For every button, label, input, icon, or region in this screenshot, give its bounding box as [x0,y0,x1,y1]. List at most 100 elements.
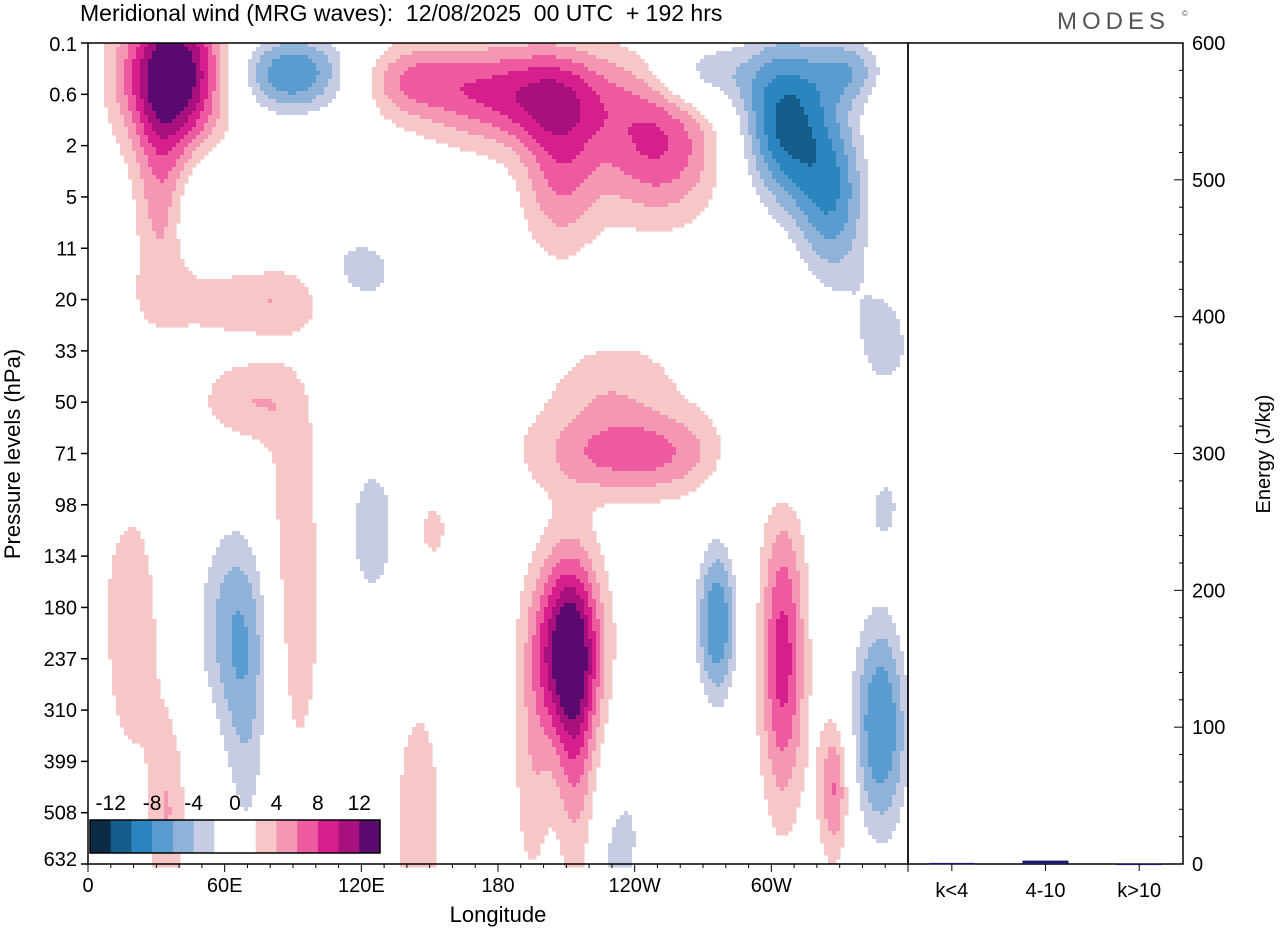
heatmap-cell [764,91,769,96]
heatmap-cell [712,87,717,92]
heatmap-cell [780,99,785,104]
heatmap-cell [852,151,857,156]
heatmap-cell [692,111,697,116]
heatmap-cell [760,103,765,108]
heatmap-cell [664,139,669,144]
heatmap-cell [160,167,165,172]
heatmap-cell [252,47,257,52]
heatmap-cell [272,91,277,96]
heatmap-cell [208,103,213,108]
heatmap-cell [144,135,149,140]
heatmap-cell [640,79,645,84]
heatmap-cell [308,75,313,80]
heatmap-cell [520,103,525,108]
heatmap-cell [672,151,677,156]
heatmap-cell [564,83,569,88]
heatmap-cell [508,151,513,156]
heatmap-cell [616,167,621,172]
heatmap-cell [672,159,677,164]
heatmap-cell [268,119,273,124]
heatmap-cell [172,103,177,108]
heatmap-cell [764,71,769,76]
heatmap-cell [128,119,133,124]
heatmap-cell [720,75,725,80]
heatmap-cell [540,167,545,172]
heatmap-cell [540,83,545,88]
heatmap-cell [832,91,837,96]
heatmap-cell [160,99,165,104]
heatmap-cell [788,55,793,60]
heatmap-cell [292,95,297,100]
heatmap-cell [212,123,217,128]
heatmap-cell [152,83,157,88]
heatmap-cell [600,159,605,164]
heatmap-cell [296,79,301,84]
heatmap-cell [108,75,113,80]
heatmap-cell [752,83,757,88]
heatmap-cell [732,111,737,116]
heatmap-cell [220,55,225,60]
heatmap-cell [548,91,553,96]
heatmap-cell [740,95,745,100]
heatmap-cell [576,71,581,76]
heatmap-cell [120,139,125,144]
heatmap-cell [432,127,437,132]
heatmap-cell [172,135,177,140]
heatmap-cell [576,123,581,128]
heatmap-cell [820,131,825,136]
heatmap-cell [856,103,861,108]
heatmap-cell [748,155,753,160]
heatmap-cell [784,43,789,48]
heatmap-cell [400,75,405,80]
heatmap-cell [416,67,421,72]
heatmap-cell [312,91,317,96]
heatmap-cell [588,59,593,64]
heatmap-cell [680,167,685,172]
heatmap-cell [784,91,789,96]
heatmap-cell [800,111,805,116]
heatmap-cell [596,99,601,104]
heatmap-cell [644,107,649,112]
heatmap-cell [876,103,881,108]
heatmap-cell [556,79,561,84]
heatmap-cell [120,87,125,92]
heatmap-cell [520,75,525,80]
heatmap-cell [572,63,577,68]
heatmap-cell [692,167,697,172]
heatmap-cell [640,167,645,172]
heatmap-cell [104,55,109,60]
heatmap-cell [208,119,213,124]
heatmap-cell [856,107,861,112]
heatmap-cell [724,83,729,88]
heatmap-cell [628,159,633,164]
heatmap-cell [624,159,629,164]
heatmap-cell [808,67,813,72]
heatmap-cell [404,91,409,96]
heatmap-cell [272,43,277,48]
heatmap-cell [512,55,517,60]
heatmap-cell [764,83,769,88]
heatmap-cell [596,63,601,68]
heatmap-cell [136,51,141,56]
heatmap-cell [872,135,877,140]
heatmap-cell [604,155,609,160]
heatmap-cell [472,143,477,148]
heatmap-cell [868,51,873,56]
heatmap-cell [560,119,565,124]
heatmap-cell [724,79,729,84]
heatmap-cell [156,51,161,56]
heatmap-cell [828,151,833,156]
heatmap-cell [772,55,777,60]
heatmap-cell [428,111,433,116]
heatmap-cell [164,75,169,80]
heatmap-cell [556,55,561,60]
heatmap-cell [692,43,697,48]
heatmap-cell [784,75,789,80]
heatmap-cell [780,167,785,172]
heatmap-cell [116,107,121,112]
heatmap-cell [768,103,773,108]
heatmap-cell [844,59,849,64]
heatmap-cell [604,115,609,120]
heatmap-cell [596,155,601,160]
heatmap-cell [400,103,405,108]
